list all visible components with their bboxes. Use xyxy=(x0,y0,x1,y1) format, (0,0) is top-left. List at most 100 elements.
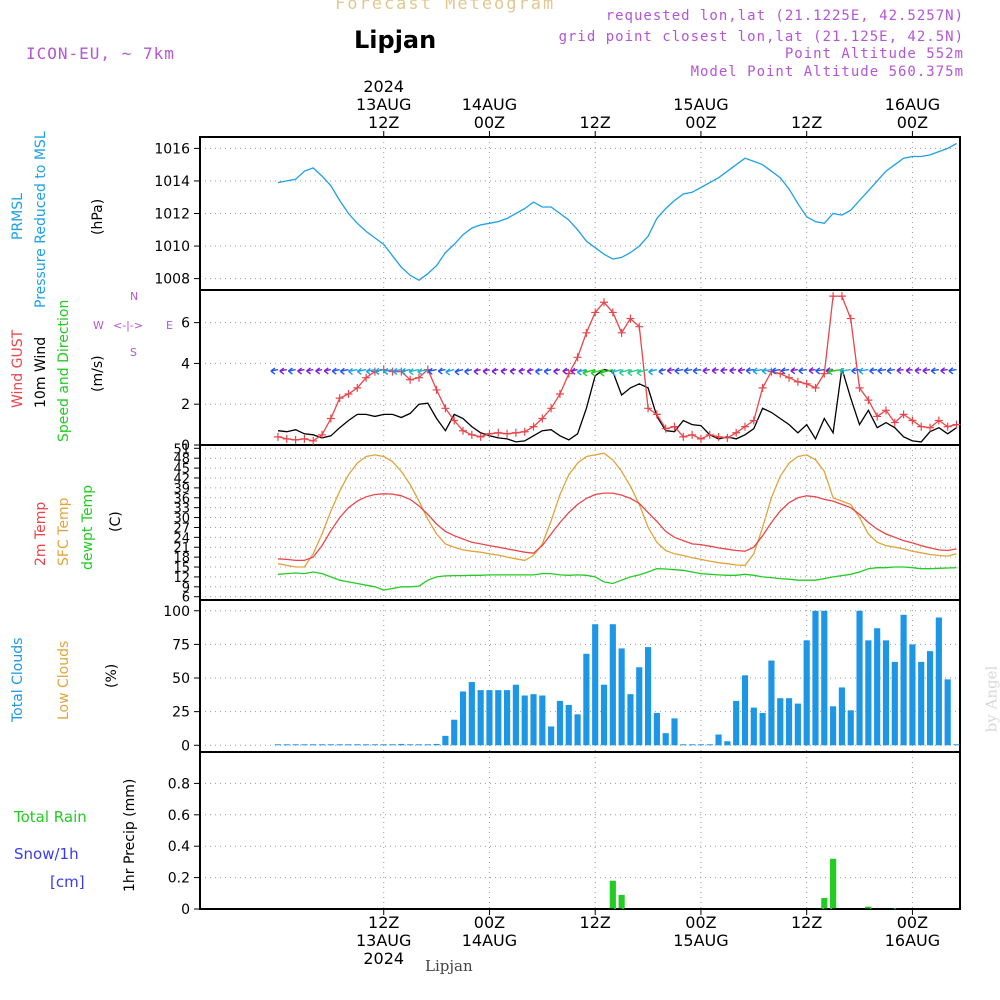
wind-gust-marker xyxy=(529,422,538,431)
wind-direction-arrowhead xyxy=(798,367,804,375)
wind-direction-arrowhead xyxy=(808,367,814,375)
wind-gust-marker xyxy=(309,436,318,445)
wind-tick-label: 0 xyxy=(181,438,190,454)
wind-gust-marker xyxy=(318,430,327,439)
total-cloud-bar xyxy=(521,695,528,746)
wind-gust-marker xyxy=(362,373,371,382)
wind-gust-marker xyxy=(450,416,459,425)
total-cloud-bar xyxy=(874,628,881,746)
precip-tick-label: 0.4 xyxy=(168,839,190,855)
temp-tick-label: 21 xyxy=(173,541,190,556)
total-cloud-bar xyxy=(398,743,405,746)
total-cloud-bar xyxy=(318,744,326,746)
wind-direction-arrowhead xyxy=(752,367,758,375)
wind-direction-arrowhead xyxy=(279,367,285,375)
top-time-label: 12Z xyxy=(791,113,822,132)
wind-direction-arrowhead xyxy=(827,368,833,376)
wind-gust-marker xyxy=(917,422,926,431)
wind-gust-marker xyxy=(520,427,529,436)
wind-direction-arrowhead xyxy=(627,369,633,377)
wind-direction-arrowhead xyxy=(914,366,920,375)
total-cloud-bar xyxy=(363,744,370,746)
total-cloud-bar xyxy=(891,661,898,746)
precip-tick-label: 0.6 xyxy=(168,808,190,824)
total-cloud-bar xyxy=(468,682,475,746)
temp-tick-label: 42 xyxy=(173,472,190,487)
wind-direction-arrowhead xyxy=(771,367,777,375)
wind-gust-marker xyxy=(890,418,899,427)
total-cloud-bar xyxy=(407,744,414,746)
wind-gust-marker xyxy=(732,428,741,437)
wind-gust-marker xyxy=(300,434,309,443)
total-cloud-bar xyxy=(495,690,502,746)
total-cloud-bar xyxy=(733,700,740,746)
compass-north: N xyxy=(130,290,139,303)
precip-bar xyxy=(891,908,898,910)
wind-direction-arrowhead xyxy=(905,366,911,375)
wind-gust-marker xyxy=(494,428,503,437)
total-cloud-bar xyxy=(415,744,423,746)
compass-south: S xyxy=(130,346,137,359)
wind-direction-arrowhead xyxy=(666,367,672,375)
total-cloud-bar xyxy=(600,684,608,746)
wind-gust-marker xyxy=(926,423,935,432)
wind-gust-marker xyxy=(635,322,644,331)
temp-tick-label: 15 xyxy=(173,561,190,576)
total-cloud-bar xyxy=(380,744,387,746)
wind-direction-arrow xyxy=(839,368,851,372)
precip-bar xyxy=(830,858,837,909)
total-cloud-bar xyxy=(389,744,396,746)
total-cloud-bar xyxy=(759,712,766,746)
top-time-label: 12Z xyxy=(580,113,611,132)
wind-direction-arrowhead xyxy=(464,368,470,376)
wind-gust-marker xyxy=(749,416,758,425)
sfc-temp-line xyxy=(277,452,957,568)
wind-direction-arrowhead xyxy=(737,367,743,375)
wind-gust-marker xyxy=(723,433,732,442)
wind-gust-marker xyxy=(432,385,441,394)
wind-gust-marker xyxy=(873,412,882,421)
wind-direction-arrowhead xyxy=(683,367,689,375)
wind-direction-arrow xyxy=(591,368,605,374)
total-cloud-bar xyxy=(918,661,925,746)
wind-gust-marker xyxy=(793,377,802,386)
wind-direction-arrowhead xyxy=(948,367,954,375)
total-cloud-bar xyxy=(653,712,660,746)
wind-gust-marker xyxy=(582,328,591,337)
meteogram-title: Forecast Meteogram xyxy=(335,0,556,14)
total-cloud-bar xyxy=(724,741,731,746)
wind-gust-marker xyxy=(503,429,512,438)
wind-direction-arrowhead xyxy=(383,367,389,376)
total-cloud-bar xyxy=(909,644,916,746)
total-cloud-bar xyxy=(336,744,343,746)
t2m-line xyxy=(277,492,957,562)
total-cloud-bar xyxy=(371,744,378,746)
top-time-label: 2024 xyxy=(363,77,404,96)
wind-gust-marker xyxy=(820,369,829,378)
clouds-tick-label: 75 xyxy=(172,637,190,653)
wind-gust-marker xyxy=(899,410,908,419)
precip-panel-frame xyxy=(199,751,961,910)
wind-direction-arrowhead xyxy=(886,367,892,375)
total-cloud-bar xyxy=(548,726,555,746)
total-cloud-bar xyxy=(680,744,687,746)
wind-panel-frame xyxy=(199,289,961,446)
wind-direction-arrowhead xyxy=(287,367,293,375)
wind-direction-arrowhead xyxy=(417,368,423,376)
total-cloud-bar xyxy=(847,710,854,746)
bottom-time-label: 12Z xyxy=(580,913,611,932)
bottom-time-label: 16AUG xyxy=(885,931,940,950)
snow-unit-label: [cm] xyxy=(50,873,85,891)
wind-direction-arrowhead xyxy=(839,367,845,375)
wind-direction-arrowhead xyxy=(356,367,362,376)
point-altitude: Point Altitude 552m xyxy=(784,46,964,62)
precip-tick-label: 0 xyxy=(181,902,190,918)
wind-gust-marker xyxy=(934,416,943,425)
wind-direction-arrowhead xyxy=(790,367,796,375)
wind-gust-marker xyxy=(406,375,415,384)
clouds-tick-label: 50 xyxy=(172,671,190,687)
total-cloud-bar xyxy=(592,624,599,746)
total-cloud-bar xyxy=(459,691,467,746)
total-cloud-bar xyxy=(354,744,361,746)
pressure-tick-label: 1014 xyxy=(154,174,190,190)
